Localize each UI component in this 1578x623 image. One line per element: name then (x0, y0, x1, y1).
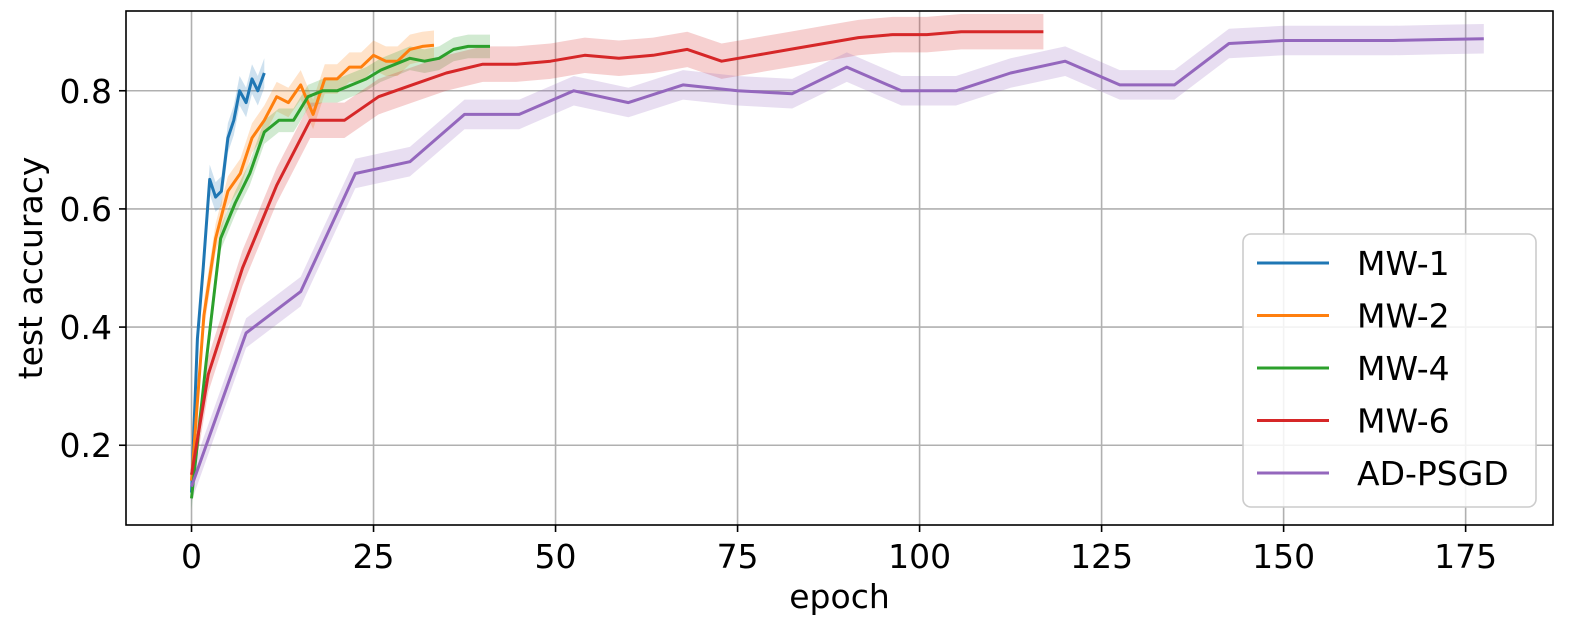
x-tick-label: 50 (535, 537, 577, 576)
y-tick-label: 0.8 (60, 72, 112, 111)
series-line-ad-psgd (190, 37, 1484, 488)
band-mw-1 (191, 58, 265, 508)
x-tick-label: 75 (717, 537, 759, 576)
series-line-mw-1 (190, 72, 266, 493)
legend-label: AD-PSGD (1357, 454, 1509, 493)
y-tick-label: 0.2 (60, 426, 112, 465)
legend-label: MW-2 (1357, 297, 1450, 336)
legend-label: MW-1 (1357, 244, 1450, 283)
x-tick-label: 25 (353, 537, 395, 576)
y-tick-label: 0.6 (60, 190, 112, 229)
plot-frame (125, 10, 1554, 526)
x-axis-label: epoch (789, 577, 890, 616)
y-axis-label: test accuracy (11, 157, 50, 380)
y-axis-ticks: 0.2 0.4 0.6 0.8 (60, 72, 126, 465)
legend-label: MW-4 (1357, 349, 1450, 388)
series-line-mw-4 (190, 44, 490, 499)
legend-label: MW-6 (1357, 402, 1450, 441)
confidence-bands (191, 14, 1484, 511)
x-tick-label: 100 (888, 537, 951, 576)
x-tick-label: 150 (1252, 537, 1315, 576)
x-tick-label: 0 (181, 537, 202, 576)
x-tick-label: 175 (1434, 537, 1497, 576)
series-lines (190, 30, 1484, 499)
x-tick-label: 125 (1070, 537, 1133, 576)
series-line-mw-6 (190, 30, 1044, 476)
legend-box (1242, 233, 1537, 508)
series-line-mw-2 (190, 43, 435, 481)
x-axis-ticks: 0 25 50 75 100 125 150 175 (181, 525, 1497, 576)
y-tick-label: 0.4 (60, 308, 112, 347)
legend: MW-1 MW-2 MW-4 MW-6 AD-PSGD (1242, 233, 1537, 508)
band-mw-2 (191, 30, 434, 496)
